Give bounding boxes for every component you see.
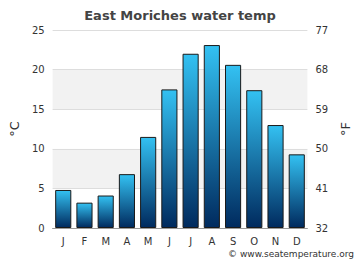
svg-text:15: 15: [32, 104, 45, 115]
svg-text:D: D: [293, 236, 301, 247]
svg-text:M: M: [101, 236, 110, 247]
svg-text:5: 5: [38, 183, 44, 194]
svg-text:© www.seatemperature.org: © www.seatemperature.org: [228, 249, 354, 259]
svg-text:F: F: [82, 236, 88, 247]
svg-text:East Moriches water temp: East Moriches water temp: [84, 8, 276, 23]
svg-text:25: 25: [32, 25, 45, 36]
svg-text:°C: °C: [7, 121, 22, 137]
svg-text:J: J: [167, 236, 171, 247]
svg-text:J: J: [188, 236, 192, 247]
svg-text:0: 0: [38, 223, 44, 234]
svg-text:A: A: [208, 236, 215, 247]
svg-text:59: 59: [315, 104, 328, 115]
svg-text:O: O: [250, 236, 258, 247]
svg-text:20: 20: [32, 64, 45, 75]
svg-text:°F: °F: [338, 122, 353, 136]
svg-text:A: A: [124, 236, 131, 247]
svg-text:10: 10: [32, 143, 45, 154]
svg-text:S: S: [230, 236, 236, 247]
svg-text:41: 41: [315, 183, 328, 194]
svg-text:50: 50: [315, 143, 328, 154]
svg-text:J: J: [61, 236, 65, 247]
svg-text:68: 68: [315, 64, 328, 75]
svg-text:M: M: [144, 236, 153, 247]
svg-text:N: N: [272, 236, 279, 247]
svg-text:77: 77: [315, 25, 328, 36]
svg-text:32: 32: [315, 223, 328, 234]
